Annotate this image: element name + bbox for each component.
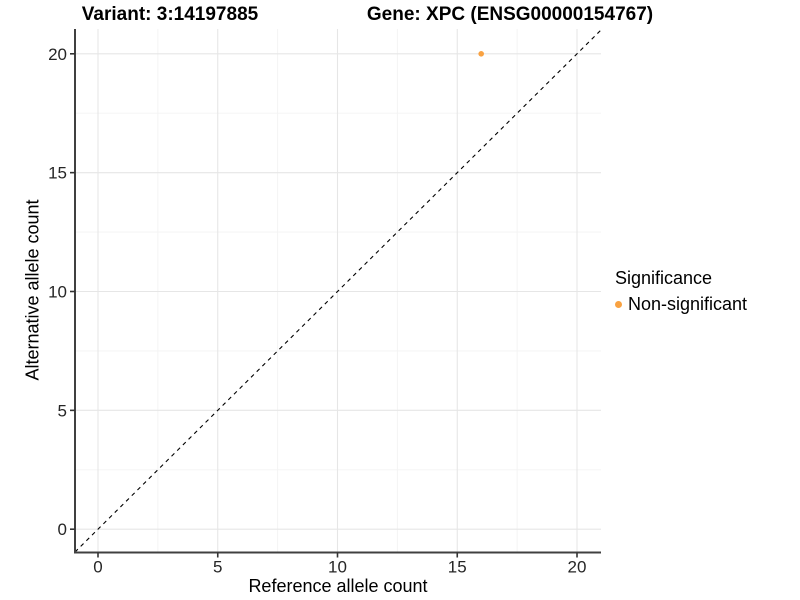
legend-item-non-significant: Non-significant xyxy=(615,294,747,315)
legend-title: Significance xyxy=(615,268,713,288)
legend-item-label: Non-significant xyxy=(628,294,748,314)
plot-title-variant: Variant: 3:14197885 xyxy=(81,4,259,25)
x-tick-label: 5 xyxy=(213,558,222,577)
y-tick-label: 5 xyxy=(58,401,67,420)
x-tick-label: 15 xyxy=(448,558,467,577)
plot-title-gene: Gene: XPC (ENSG00000154767) xyxy=(366,4,654,25)
x-tick-label: 0 xyxy=(93,558,102,577)
x-axis-title: Reference allele count xyxy=(248,576,428,596)
legend-point-icon xyxy=(615,301,622,308)
identity-reference-line xyxy=(74,28,603,553)
y-tick-label: 0 xyxy=(58,520,67,539)
axis-lines xyxy=(74,29,601,554)
x-tick-label: 20 xyxy=(568,558,587,577)
legend: Significance Non-significant xyxy=(615,268,747,315)
data-point xyxy=(478,51,485,57)
y-tick-label: 20 xyxy=(48,45,67,64)
x-tick-label: 10 xyxy=(328,558,347,577)
y-tick-label: 10 xyxy=(48,283,67,302)
y-tick-label: 15 xyxy=(48,164,67,183)
